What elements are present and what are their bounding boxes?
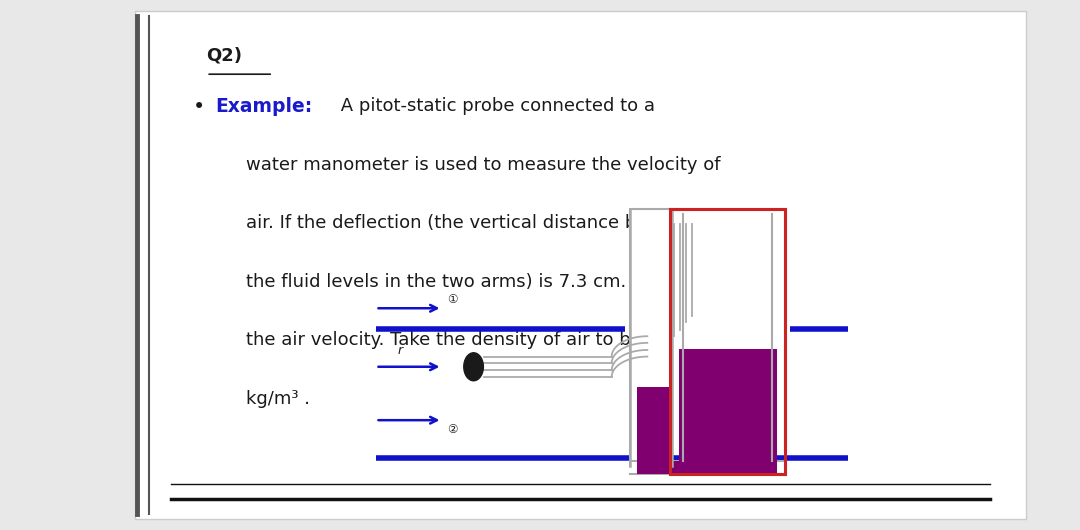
Text: Q2): Q2) <box>206 46 242 64</box>
Text: the air velocity. Take the density of air to be 1.25: the air velocity. Take the density of ai… <box>246 331 688 349</box>
Text: the fluid levels in the two arms) is 7.3 cm. Determine: the fluid levels in the two arms) is 7.3… <box>246 272 728 290</box>
Text: A pitot-static probe connected to a: A pitot-static probe connected to a <box>336 97 656 115</box>
Text: air. If the deflection (the vertical distance between: air. If the deflection (the vertical dis… <box>246 214 703 232</box>
Bar <box>636 461 777 474</box>
Bar <box>670 209 785 474</box>
Text: r: r <box>397 343 403 357</box>
Text: ①: ① <box>447 293 457 306</box>
Text: kg/m³ .: kg/m³ . <box>246 390 310 408</box>
Ellipse shape <box>463 353 484 381</box>
Bar <box>636 387 671 461</box>
Bar <box>630 461 785 474</box>
Text: Example:: Example: <box>215 97 312 116</box>
Text: •: • <box>193 97 205 117</box>
Text: water manometer is used to measure the velocity of: water manometer is used to measure the v… <box>246 156 720 174</box>
Bar <box>670 209 785 474</box>
Bar <box>678 349 777 461</box>
Bar <box>630 209 672 466</box>
Text: ②: ② <box>447 423 457 436</box>
